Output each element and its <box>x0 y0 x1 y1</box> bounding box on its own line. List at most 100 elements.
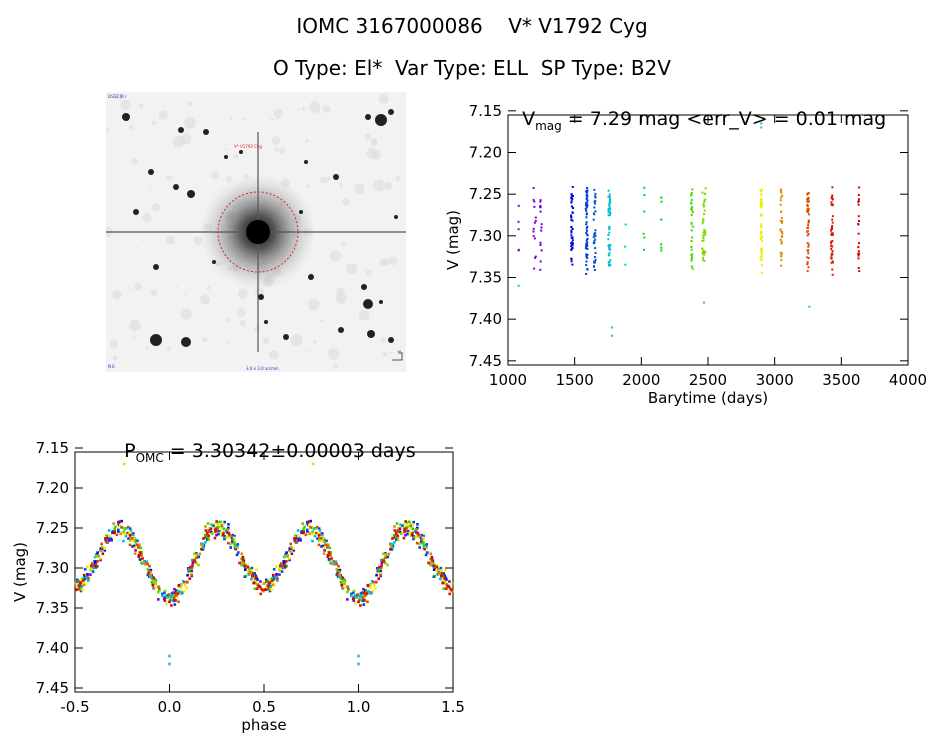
lightcurve-point <box>660 196 663 199</box>
phase-point <box>97 554 100 557</box>
sky-noise <box>150 289 158 297</box>
lightcurve-point <box>624 223 627 226</box>
phase-point <box>255 568 258 571</box>
lightcurve-point <box>517 204 520 207</box>
phase-point <box>294 540 297 544</box>
phase-point <box>321 544 325 548</box>
lightcurve-point <box>608 261 611 263</box>
sky-noise <box>342 197 350 206</box>
phase-point <box>94 564 97 568</box>
phase-point <box>165 602 168 605</box>
phase-point <box>252 581 255 585</box>
phase-point <box>408 520 411 524</box>
lightcurve-ytick-label: 7.35 <box>469 269 502 287</box>
lightcurve-point <box>608 203 611 206</box>
lightcurve-point <box>806 234 809 237</box>
phase-point <box>273 583 276 586</box>
phase-point <box>406 525 409 528</box>
phase-point <box>343 579 346 582</box>
lightcurve-xtick-label: 2000 <box>622 371 660 389</box>
phase-point <box>397 527 400 530</box>
phase-point <box>430 558 434 561</box>
sky-noise <box>307 350 311 354</box>
phase-point <box>329 561 332 565</box>
lightcurve-point <box>806 209 809 212</box>
lightcurve-point <box>760 231 763 234</box>
phase-point <box>250 566 254 570</box>
phase-ytick-label: 7.40 <box>36 639 69 657</box>
lightcurve-point <box>704 187 707 190</box>
phase-point <box>151 577 154 580</box>
lightcurve-point <box>690 265 693 268</box>
phase-point <box>423 547 426 551</box>
field-star <box>388 337 394 343</box>
lightcurve-point <box>701 247 704 250</box>
image-label-scale: 3.0 x 3.0 arcmin <box>246 366 279 371</box>
phase-point <box>177 600 180 604</box>
sky-noise <box>116 93 124 101</box>
phase-point <box>440 574 444 577</box>
sky-noise <box>358 309 370 321</box>
phase-point <box>193 552 196 556</box>
lightcurve-point <box>830 201 833 204</box>
phase-point <box>419 536 423 540</box>
lightcurve-point <box>760 271 763 274</box>
sky-noise <box>273 108 284 119</box>
phase-point <box>186 573 189 577</box>
lightcurve-point <box>691 267 694 270</box>
image-label-target: V* V1792 Cyg <box>234 144 262 149</box>
phase-point <box>258 585 262 589</box>
phase-point <box>289 549 292 553</box>
lightcurve-point <box>857 252 860 255</box>
sky-noise <box>365 269 372 276</box>
lightcurve-point <box>857 223 860 226</box>
phase-point <box>288 558 291 562</box>
field-star <box>363 299 373 309</box>
lightcurve-point <box>607 238 610 241</box>
phase-point <box>407 529 410 533</box>
lightcurve-point <box>517 220 520 223</box>
lightcurve-point <box>584 247 587 250</box>
lightcurve-point <box>760 240 763 243</box>
lightcurve-point <box>831 204 834 207</box>
phase-xtick-label: 1.0 <box>347 698 371 716</box>
sky-noise <box>237 288 249 299</box>
lightcurve-point <box>608 193 611 196</box>
phase-point <box>396 534 399 538</box>
phase-point <box>325 539 328 543</box>
sky-noise <box>206 285 211 290</box>
lightcurve-point <box>830 197 833 200</box>
phase-point <box>190 573 193 577</box>
lightcurve-point <box>807 220 810 223</box>
lightcurve-point <box>702 234 705 237</box>
lightcurve-point <box>586 253 589 256</box>
sky-noise <box>236 308 246 318</box>
sky-noise <box>187 312 190 315</box>
lightcurve-point <box>779 203 782 206</box>
sky-noise <box>151 120 156 126</box>
lightcurve-point <box>704 192 707 195</box>
lightcurve-point <box>807 226 810 229</box>
phase-point <box>317 527 321 530</box>
phase-point <box>228 534 231 537</box>
phase-point <box>268 589 272 593</box>
phase-point <box>256 583 259 586</box>
lightcurve-point <box>807 207 810 210</box>
phase-point <box>399 523 402 526</box>
image-label-compass: N <box>398 350 401 355</box>
phase-point <box>271 583 274 587</box>
phase-point <box>439 566 443 570</box>
lightcurve-point <box>533 237 536 240</box>
phase-point <box>81 579 85 582</box>
phase-point <box>170 598 174 601</box>
phase-point <box>87 577 90 580</box>
lightcurve-point <box>807 200 810 203</box>
phase-point <box>191 566 194 569</box>
lightcurve-point <box>704 251 707 254</box>
phase-point <box>108 537 111 540</box>
sky-noise <box>270 117 274 121</box>
sky-noise <box>106 127 110 133</box>
sky-noise <box>149 185 152 189</box>
lightcurve-title-main: V <box>522 108 536 130</box>
lightcurve-point <box>830 256 833 259</box>
